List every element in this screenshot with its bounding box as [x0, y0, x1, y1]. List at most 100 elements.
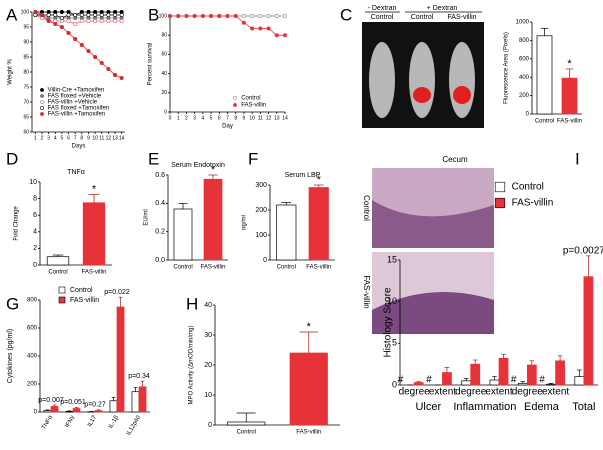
- bar: [173, 208, 193, 261]
- data-point: [113, 73, 118, 78]
- panel-label: I: [575, 149, 580, 168]
- data-point: [106, 67, 111, 72]
- data-point: [266, 14, 271, 19]
- x-tick-label: 13: [274, 115, 280, 121]
- x-tick-label: 1: [177, 115, 180, 121]
- panel-label: C: [340, 5, 352, 24]
- y-tick-label: 100: [159, 13, 168, 19]
- bar: [82, 202, 106, 266]
- x-tick-label: 10: [92, 135, 98, 141]
- data-point: [176, 14, 181, 19]
- y-tick-label: 0.4: [155, 200, 165, 207]
- bar: [116, 306, 125, 413]
- x-tick-label: FAS-villin: [81, 270, 106, 276]
- bar: [517, 382, 528, 386]
- x-tick-label: IL-1β: [108, 414, 120, 429]
- data-point: [282, 33, 287, 38]
- image-label: FAS-villin: [362, 275, 371, 308]
- p-value: p=0.0027: [563, 245, 603, 256]
- x-tick-label: 0: [169, 115, 172, 121]
- p-value: p=0.007: [38, 397, 64, 404]
- x-tick-label: 14: [119, 135, 125, 141]
- x-tick-label: Control: [277, 265, 296, 271]
- y-axis-label: ng/ml: [242, 215, 248, 230]
- mouse-images: [362, 22, 484, 128]
- x-tick-label: IFNγ: [65, 415, 77, 429]
- data-point: [93, 18, 98, 23]
- legend-swatch: [58, 286, 66, 294]
- y-tick-label: 8: [33, 195, 37, 202]
- x-axis-label: Day: [222, 124, 233, 130]
- data-point: [119, 18, 124, 23]
- group-label: Edema: [524, 401, 560, 413]
- data-point: [168, 14, 173, 19]
- x-tick-label: 11: [99, 135, 104, 141]
- y-tick-label: 200: [255, 207, 267, 214]
- bar: [131, 391, 140, 413]
- x-tick-label: degree: [455, 387, 487, 398]
- y-tick-label: 90: [23, 39, 29, 45]
- panel-label: E: [148, 149, 159, 168]
- y-tick-label: 20: [204, 362, 212, 369]
- x-tick-label: IL12p40: [126, 414, 142, 436]
- data-point: [93, 13, 98, 18]
- image-header: - Dextran: [368, 5, 397, 12]
- data-point: [86, 13, 91, 18]
- data-point: [79, 42, 84, 47]
- data-point: [59, 15, 64, 20]
- histology-images: [372, 168, 494, 334]
- y-tick-label: 800: [519, 38, 530, 44]
- y-tick-label: 4: [33, 229, 37, 236]
- significance-marker: #: [398, 375, 404, 386]
- y-tick-label: 80: [23, 69, 29, 75]
- y-tick-label: 200: [27, 382, 38, 388]
- legend-label: FAS-villin: [70, 297, 99, 304]
- data-point: [79, 13, 84, 18]
- y-tick-label: 10: [29, 179, 37, 186]
- x-tick-label: 3: [193, 115, 196, 121]
- legend-label: FAS-villin: [512, 198, 554, 209]
- data-point: [46, 18, 51, 23]
- bar: [561, 77, 578, 115]
- chart-title: Serum Endotoxin: [171, 162, 225, 169]
- y-tick-label: 0: [263, 257, 267, 264]
- data-point: [241, 14, 246, 19]
- y-tick-label: 0.6: [155, 172, 165, 179]
- x-tick-label: FAS-villin: [200, 265, 225, 271]
- x-tick-label: 1: [34, 135, 37, 141]
- x-tick-label: 4: [201, 115, 204, 121]
- x-tick-label: Control: [48, 270, 67, 276]
- data-point: [266, 26, 271, 31]
- y-tick-label: 0.0: [155, 257, 165, 264]
- bar: [203, 178, 223, 261]
- bar: [138, 386, 147, 413]
- y-tick-label: 0.2: [155, 229, 165, 236]
- x-tick-label: extent: [429, 387, 456, 398]
- legend-label: FAS floxed +Tamoxifen: [48, 106, 110, 112]
- legend-label: Control: [70, 287, 93, 294]
- bar: [227, 421, 266, 426]
- data-point: [66, 18, 71, 23]
- data-point: [250, 14, 255, 19]
- y-tick-label: 1000: [516, 20, 530, 26]
- data-point: [59, 24, 64, 29]
- x-tick-label: 10: [249, 115, 255, 121]
- significance-marker: #: [539, 375, 545, 386]
- y-tick-label: 100: [21, 9, 30, 15]
- legend-marker: [40, 94, 44, 98]
- bar: [65, 410, 74, 413]
- y-tick-label: 0: [164, 109, 167, 115]
- y-tick-label: 95: [23, 24, 29, 30]
- data-point: [73, 13, 78, 18]
- data-point: [106, 18, 111, 23]
- bar: [308, 187, 329, 261]
- x-tick-label: FAS-villin: [306, 265, 331, 271]
- x-tick-label: 3: [47, 135, 50, 141]
- significance-marker: #: [511, 375, 517, 386]
- y-axis-label: Fold Change: [14, 206, 20, 241]
- x-tick-label: 5: [61, 135, 64, 141]
- x-tick-label: 5: [210, 115, 213, 121]
- y-tick-label: 2: [33, 245, 37, 252]
- data-point: [258, 26, 263, 31]
